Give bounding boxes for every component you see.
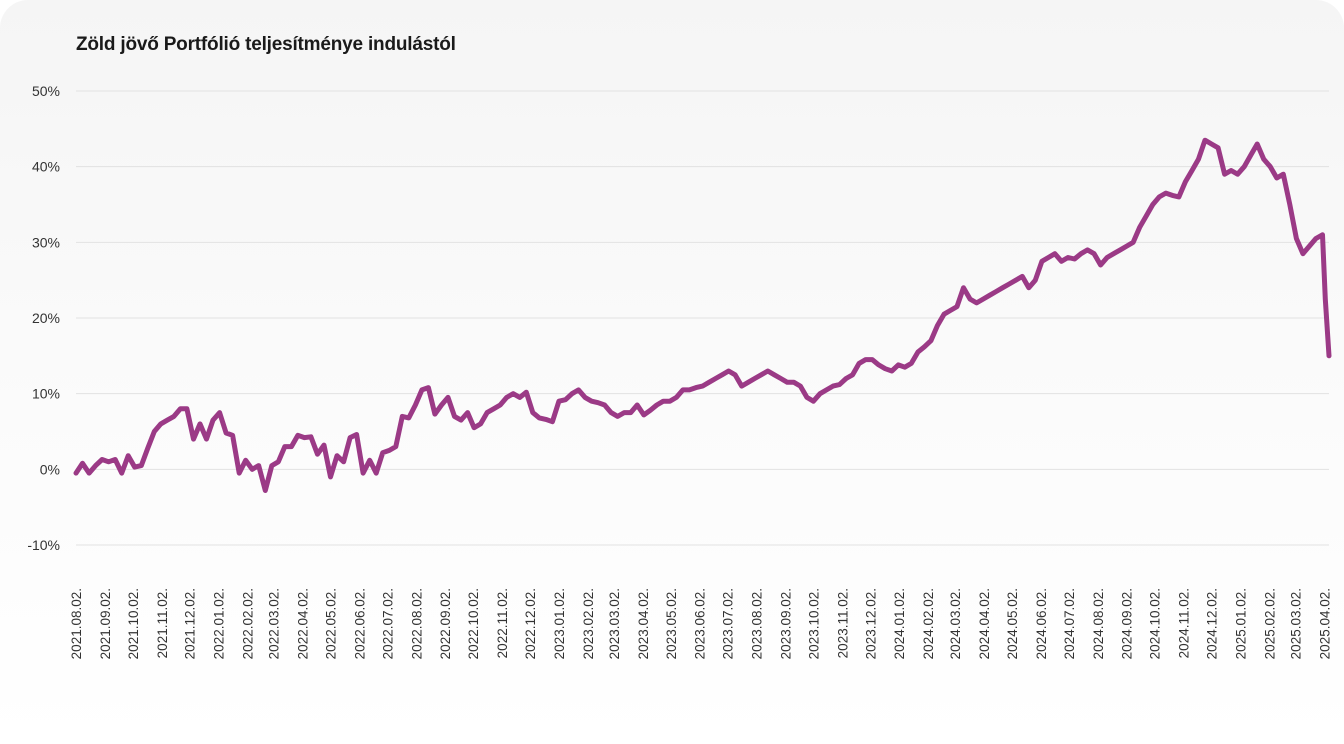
x-tick-label: 2023.04.02. <box>636 588 651 659</box>
x-tick-label: 2025.03.02. <box>1288 588 1303 659</box>
series-line <box>73 137 1332 493</box>
x-tick-label: 2024.12.02. <box>1205 588 1220 659</box>
y-tick-label: 10% <box>32 386 60 402</box>
y-tick-label: 30% <box>32 234 60 250</box>
x-tick-label: 2025.01.02. <box>1233 588 1248 659</box>
x-tick-label: 2022.12.02. <box>523 588 538 659</box>
x-tick-label: 2023.05.02. <box>664 588 679 659</box>
x-tick-label: 2022.06.02. <box>352 588 367 659</box>
x-tick-label: 2025.02.02. <box>1262 588 1277 659</box>
x-tick-label: 2024.06.02. <box>1034 588 1049 659</box>
x-tick-label: 2023.12.02. <box>863 588 878 659</box>
x-tick-label: 2021.11.02. <box>155 588 170 658</box>
x-tick-label: 2023.01.02. <box>552 588 567 659</box>
x-tick-label: 2024.11.02. <box>1177 588 1192 658</box>
x-tick-label: 2022.03.02. <box>267 588 282 659</box>
x-tick-label: 2024.03.02. <box>948 588 963 659</box>
x-tick-label: 2024.07.02. <box>1062 588 1077 659</box>
x-tick-label: 2022.07.02. <box>380 588 395 659</box>
x-tick-label: 2024.09.02. <box>1120 588 1135 659</box>
x-tick-label: 2021.12.02. <box>183 588 198 659</box>
x-tick-label: 2024.04.02. <box>977 588 992 659</box>
x-tick-label: 2022.08.02. <box>409 588 424 659</box>
x-tick-label: 2022.01.02. <box>212 588 227 659</box>
x-tick-label: 2023.09.02. <box>778 588 793 659</box>
y-tick-label: 0% <box>40 461 60 477</box>
x-tick-label: 2023.06.02. <box>693 588 708 659</box>
x-tick-label: 2023.10.02. <box>806 588 821 659</box>
x-tick-label: 2021.10.02. <box>126 588 141 659</box>
x-tick-label: 2024.01.02. <box>892 588 907 659</box>
x-tick-label: 2024.05.02. <box>1005 588 1020 659</box>
x-tick-label: 2024.10.02. <box>1148 588 1163 659</box>
x-tick-label: 2022.10.02. <box>466 588 481 659</box>
x-tick-label: 2023.02.02. <box>581 588 596 659</box>
x-tick-label: 2023.03.02. <box>607 588 622 659</box>
x-tick-label: 2022.02.02. <box>241 588 256 659</box>
y-tick-label: 50% <box>32 83 60 99</box>
x-tick-label: 2022.11.02. <box>495 588 510 658</box>
x-tick-label: 2024.08.02. <box>1091 588 1106 659</box>
x-tick-label: 2021.08.02. <box>69 588 84 659</box>
x-tick-label: 2023.11.02. <box>835 588 850 658</box>
x-tick-label: 2022.04.02. <box>296 588 311 659</box>
x-tick-label: 2022.09.02. <box>438 588 453 659</box>
y-tick-label: 40% <box>32 159 60 175</box>
y-tick-label: -10% <box>27 537 60 553</box>
chart-title: Zöld jövő Portfólió teljesítménye indulá… <box>76 34 456 55</box>
x-tick-label: 2025.04.02. <box>1317 588 1332 659</box>
x-tick-label: 2023.07.02. <box>721 588 736 659</box>
y-tick-label: 20% <box>32 310 60 326</box>
x-tick-label: 2021.09.02. <box>98 588 113 659</box>
x-tick-label: 2024.02.02. <box>921 588 936 659</box>
x-tick-label: 2022.05.02. <box>324 588 339 659</box>
x-tick-label: 2023.08.02. <box>750 588 765 659</box>
